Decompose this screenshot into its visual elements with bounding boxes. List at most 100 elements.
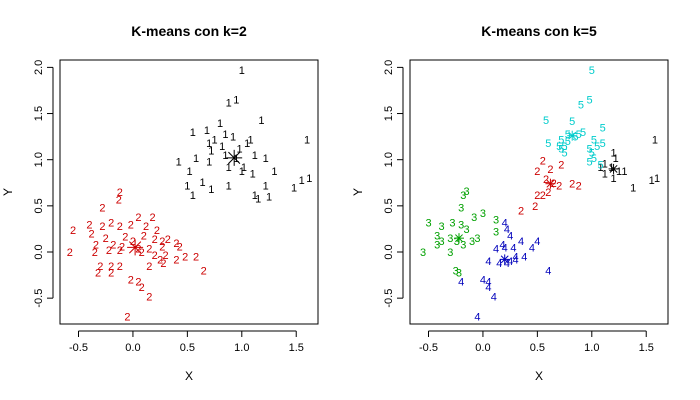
point-cluster-3: 3 — [425, 217, 431, 229]
y-tick-label: 1.5 — [33, 106, 45, 121]
point-cluster-4: 4 — [504, 258, 510, 270]
point-cluster-4: 4 — [485, 256, 491, 268]
point-cluster-3: 3 — [439, 236, 445, 248]
point-cluster-5: 5 — [558, 134, 564, 146]
center-marker-cluster-2 — [127, 239, 144, 256]
point-cluster-2: 2 — [99, 221, 105, 233]
point-cluster-1: 1 — [239, 166, 245, 178]
point-cluster-2: 2 — [99, 203, 105, 215]
point-cluster-1: 1 — [649, 175, 655, 187]
y-tick-label: 0.0 — [33, 244, 45, 259]
y-tick-label: -0.5 — [383, 289, 395, 308]
point-cluster-2: 2 — [110, 240, 116, 252]
center-marker-cluster-1 — [226, 149, 243, 166]
point-cluster-1: 1 — [226, 181, 232, 193]
x-tick-label: 1.0 — [584, 342, 599, 354]
point-cluster-2: 2 — [165, 234, 171, 246]
point-cluster-4: 4 — [545, 265, 551, 277]
point-cluster-2: 2 — [193, 252, 199, 264]
point-cluster-3: 3 — [460, 240, 466, 252]
point-cluster-2: 2 — [89, 229, 95, 241]
chart-title: K-means con k=5 — [481, 23, 597, 39]
point-cluster-1: 1 — [616, 166, 622, 178]
point-cluster-2: 2 — [92, 247, 98, 259]
point-cluster-2: 2 — [182, 252, 188, 264]
point-cluster-5: 5 — [543, 115, 549, 127]
point-cluster-5: 5 — [591, 153, 597, 165]
y-tick-label: 2.0 — [383, 60, 395, 75]
point-cluster-4: 4 — [518, 236, 524, 248]
x-tick-label: -0.5 — [69, 342, 88, 354]
point-cluster-4: 4 — [502, 242, 508, 254]
point-cluster-3: 3 — [458, 203, 464, 215]
point-cluster-2: 2 — [117, 261, 123, 273]
point-cluster-1: 1 — [226, 162, 232, 174]
point-cluster-2: 2 — [128, 219, 134, 231]
point-cluster-5: 5 — [578, 99, 584, 111]
point-cluster-4: 4 — [485, 277, 491, 289]
point-cluster-1: 1 — [630, 182, 636, 194]
point-cluster-2: 2 — [93, 240, 99, 252]
point-cluster-5: 5 — [569, 116, 575, 128]
point-cluster-2: 2 — [201, 265, 207, 277]
point-cluster-2: 2 — [540, 156, 546, 168]
point-cluster-1: 1 — [621, 166, 627, 178]
point-cluster-2: 2 — [117, 187, 123, 199]
point-cluster-1: 1 — [611, 173, 617, 185]
point-cluster-1: 1 — [250, 169, 256, 181]
point-cluster-1: 1 — [244, 138, 250, 150]
point-cluster-2: 2 — [135, 277, 141, 289]
point-cluster-1: 1 — [226, 97, 232, 109]
point-cluster-1: 1 — [597, 162, 603, 174]
x-tick-label: 0.0 — [475, 342, 490, 354]
point-cluster-3: 3 — [447, 247, 453, 259]
point-cluster-2: 2 — [143, 221, 149, 233]
plot-frame — [59, 59, 319, 325]
point-cluster-2: 2 — [152, 234, 158, 246]
point-cluster-5: 5 — [562, 141, 568, 153]
point-cluster-5: 5 — [562, 147, 568, 159]
point-cluster-5: 5 — [594, 141, 600, 153]
point-cluster-2: 2 — [108, 217, 114, 229]
point-cluster-5: 5 — [589, 65, 595, 77]
point-cluster-1: 1 — [233, 95, 239, 107]
point-cluster-2: 2 — [545, 187, 551, 199]
point-cluster-4: 4 — [491, 291, 497, 303]
point-cluster-3: 3 — [464, 224, 470, 236]
point-cluster-2: 2 — [103, 233, 109, 245]
point-cluster-2: 2 — [122, 231, 128, 243]
point-cluster-1: 1 — [306, 173, 312, 185]
point-cluster-1: 1 — [263, 181, 269, 193]
x-tick-label: 1.5 — [639, 342, 654, 354]
point-cluster-5: 5 — [587, 157, 593, 169]
point-cluster-4: 4 — [513, 252, 519, 264]
center-marker-cluster-3 — [453, 233, 464, 244]
point-cluster-2: 2 — [173, 238, 179, 250]
point-cluster-1: 1 — [602, 158, 608, 170]
y-axis: -0.5 0.0 0.5 1.0 1.5 2.0 — [33, 60, 54, 308]
point-cluster-1: 1 — [212, 134, 218, 146]
point-cluster-5: 5 — [600, 138, 606, 150]
point-cluster-1: 1 — [613, 153, 619, 165]
point-cluster-5: 5 — [589, 147, 595, 159]
point-cluster-2: 2 — [139, 247, 145, 259]
point-cluster-1: 1 — [252, 190, 258, 202]
point-cluster-1: 1 — [233, 153, 239, 165]
point-cluster-2: 2 — [558, 159, 564, 171]
point-cluster-2: 2 — [70, 225, 76, 237]
point-cluster-5: 5 — [591, 134, 597, 146]
point-cluster-4: 4 — [493, 243, 499, 255]
point-cluster-4: 4 — [534, 236, 540, 248]
point-cluster-3: 3 — [454, 236, 460, 248]
point-cluster-2: 2 — [116, 194, 122, 206]
point-cluster-2: 2 — [86, 219, 92, 231]
point-cluster-2: 2 — [159, 241, 165, 253]
point-cluster-1: 1 — [190, 127, 196, 139]
point-cluster-1: 1 — [206, 138, 212, 150]
point-cluster-3: 3 — [458, 219, 464, 231]
y-tick-label: 1.0 — [33, 152, 45, 167]
y-tick-label: 2.0 — [33, 60, 45, 75]
point-cluster-1: 1 — [608, 162, 614, 174]
point-cluster-5: 5 — [597, 159, 603, 171]
